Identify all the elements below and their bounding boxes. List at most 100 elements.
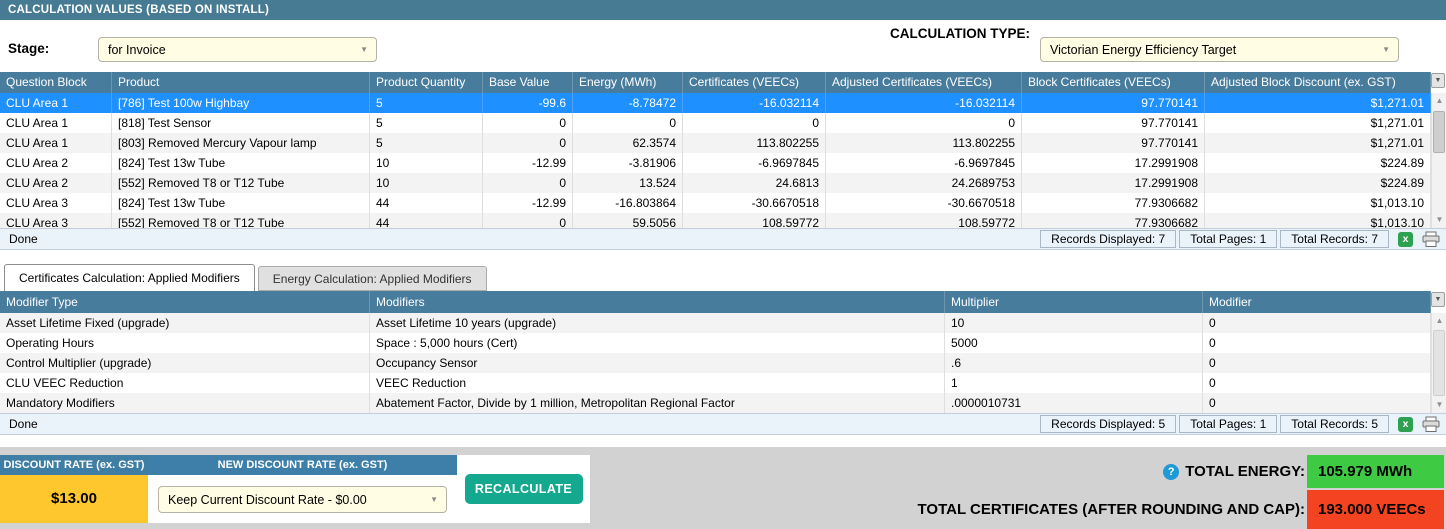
table-row[interactable]: Control Multiplier (upgrade) Occupancy S…	[0, 353, 1431, 373]
column-header[interactable]: Modifiers	[370, 291, 945, 313]
stage-dropdown[interactable]: for Invoice ▼	[98, 37, 377, 62]
table-cell: -16.803864	[573, 193, 683, 213]
table-row[interactable]: Mandatory Modifiers Abatement Factor, Di…	[0, 393, 1431, 413]
total-certificates-label: TOTAL CERTIFICATES (AFTER ROUNDING AND C…	[917, 501, 1305, 518]
records-displayed: Records Displayed: 5	[1040, 415, 1177, 433]
scrollbar-thumb[interactable]	[1433, 111, 1445, 153]
table-cell: $1,013.10	[1205, 193, 1431, 213]
table-cell: Control Multiplier (upgrade)	[0, 353, 370, 373]
column-header[interactable]: Base Value	[483, 72, 573, 93]
column-header[interactable]: Modifier	[1203, 291, 1431, 313]
table-cell: 0	[483, 113, 573, 133]
table-cell: -16.032114	[683, 93, 826, 113]
total-pages: Total Pages: 1	[1179, 230, 1278, 248]
export-excel-icon[interactable]: x	[1398, 416, 1413, 432]
table-cell: CLU Area 1	[0, 93, 112, 113]
column-header[interactable]: Adjusted Block Discount (ex. GST)	[1205, 72, 1431, 93]
table-cell: 10	[370, 173, 483, 193]
table-row[interactable]: CLU Area 1 [786] Test 100w Highbay 5 -99…	[0, 93, 1431, 113]
table-cell: -3.81906	[573, 153, 683, 173]
tab-certificates-modifiers[interactable]: Certificates Calculation: Applied Modifi…	[4, 264, 255, 291]
table-cell: [824] Test 13w Tube	[112, 193, 370, 213]
table-cell: Mandatory Modifiers	[0, 393, 370, 413]
column-header[interactable]: Block Certificates (VEECs)	[1022, 72, 1205, 93]
new-discount-rate-value: Keep Current Discount Rate - $0.00	[168, 492, 367, 507]
column-header[interactable]: Energy (MWh)	[573, 72, 683, 93]
calculation-type-label: CALCULATION TYPE:	[890, 26, 1030, 41]
column-menu-button[interactable]: ▼	[1431, 73, 1445, 88]
table-cell: 113.802255	[826, 133, 1022, 153]
print-icon[interactable]	[1421, 231, 1441, 248]
page-title: CALCULATION VALUES (BASED ON INSTALL)	[8, 4, 270, 16]
table-row[interactable]: CLU Area 3 [824] Test 13w Tube 44 -12.99…	[0, 193, 1431, 213]
modifiers-table-body: Asset Lifetime Fixed (upgrade) Asset Lif…	[0, 313, 1431, 413]
table-cell: 59.5056	[573, 213, 683, 228]
table-row[interactable]: Asset Lifetime Fixed (upgrade) Asset Lif…	[0, 313, 1431, 333]
table-cell: 0	[573, 113, 683, 133]
status-text: Done	[9, 232, 38, 246]
table-cell: -8.78472	[573, 93, 683, 113]
new-discount-column: NEW DISCOUNT RATE (ex. GST) Keep Current…	[148, 455, 457, 523]
products-status-bar: Done Records Displayed: 7 Total Pages: 1…	[0, 228, 1446, 250]
scroll-up-icon[interactable]: ▲	[1435, 96, 1444, 105]
table-cell: Operating Hours	[0, 333, 370, 353]
tab-energy-modifiers[interactable]: Energy Calculation: Applied Modifiers	[257, 266, 487, 291]
help-icon[interactable]: ?	[1163, 463, 1180, 480]
recalculate-column: RECALCULATE	[457, 455, 590, 523]
column-header[interactable]: Certificates (VEECs)	[683, 72, 826, 93]
table-row[interactable]: CLU Area 2 [552] Removed T8 or T12 Tube …	[0, 173, 1431, 193]
scroll-down-icon[interactable]: ▼	[1435, 215, 1444, 224]
export-excel-icon[interactable]: x	[1398, 231, 1413, 247]
table-cell: 5	[370, 133, 483, 153]
table-row[interactable]: Operating Hours Space : 5,000 hours (Cer…	[0, 333, 1431, 353]
table-cell: $1,271.01	[1205, 133, 1431, 153]
new-discount-rate-dropdown[interactable]: Keep Current Discount Rate - $0.00 ▼	[158, 486, 447, 513]
table-cell: 5000	[945, 333, 1203, 353]
vertical-scrollbar[interactable]: ▲ ▼	[1431, 93, 1446, 228]
column-header[interactable]: Product Quantity	[370, 72, 483, 93]
table-cell: 44	[370, 213, 483, 228]
table-cell: 0	[483, 173, 573, 193]
table-row[interactable]: CLU Area 2 [824] Test 13w Tube 10 -12.99…	[0, 153, 1431, 173]
column-menu-button[interactable]: ▼	[1431, 292, 1445, 307]
total-records: Total Records: 7	[1280, 230, 1389, 248]
column-header[interactable]: Modifier Type	[0, 291, 370, 313]
print-icon[interactable]	[1421, 416, 1441, 433]
table-cell: 0	[1203, 333, 1431, 353]
table-cell: -12.99	[483, 193, 573, 213]
column-header[interactable]: Adjusted Certificates (VEECs)	[826, 72, 1022, 93]
vertical-scrollbar[interactable]: ▲ ▼	[1431, 313, 1446, 413]
calculation-type-dropdown[interactable]: Victorian Energy Efficiency Target ▼	[1040, 37, 1399, 62]
table-cell: [552] Removed T8 or T12 Tube	[112, 213, 370, 228]
chevron-down-icon: ▼	[1382, 44, 1390, 54]
column-header[interactable]: Question Block	[0, 72, 112, 93]
total-energy-value: 105.979 MWh	[1307, 455, 1444, 488]
products-table-header: Question Block Product Product Quantity Bas…	[0, 72, 1431, 93]
table-row[interactable]: CLU Area 1 [818] Test Sensor 5 0 0 0 0 9…	[0, 113, 1431, 133]
column-header[interactable]: Product	[112, 72, 370, 93]
table-cell: CLU Area 1	[0, 133, 112, 153]
table-cell: 0	[1203, 353, 1431, 373]
discount-rate-value: $13.00	[0, 475, 148, 523]
column-header[interactable]: Multiplier	[945, 291, 1203, 313]
table-cell: CLU Area 2	[0, 173, 112, 193]
new-discount-rate-header: NEW DISCOUNT RATE (ex. GST)	[148, 455, 457, 475]
table-cell: Asset Lifetime Fixed (upgrade)	[0, 313, 370, 333]
products-table-body: CLU Area 1 [786] Test 100w Highbay 5 -99…	[0, 93, 1431, 228]
table-row[interactable]: CLU Area 3 [552] Removed T8 or T12 Tube …	[0, 213, 1431, 228]
table-cell: 97.770141	[1022, 133, 1205, 153]
table-row[interactable]: CLU VEEC Reduction VEEC Reduction 1 0	[0, 373, 1431, 393]
scrollbar-thumb[interactable]	[1433, 330, 1445, 396]
section-title-bar: CALCULATION VALUES (BASED ON INSTALL)	[0, 0, 1446, 20]
scroll-up-icon[interactable]: ▲	[1435, 316, 1444, 325]
table-cell: 5	[370, 93, 483, 113]
table-cell: 62.3574	[573, 133, 683, 153]
table-cell: 97.770141	[1022, 113, 1205, 133]
table-cell: Space : 5,000 hours (Cert)	[370, 333, 945, 353]
table-cell: [786] Test 100w Highbay	[112, 93, 370, 113]
table-cell: Abatement Factor, Divide by 1 million, M…	[370, 393, 945, 413]
table-row[interactable]: CLU Area 1 [803] Removed Mercury Vapour …	[0, 133, 1431, 153]
recalculate-button[interactable]: RECALCULATE	[464, 474, 583, 504]
table-cell: CLU Area 1	[0, 113, 112, 133]
scroll-down-icon[interactable]: ▼	[1435, 400, 1444, 409]
